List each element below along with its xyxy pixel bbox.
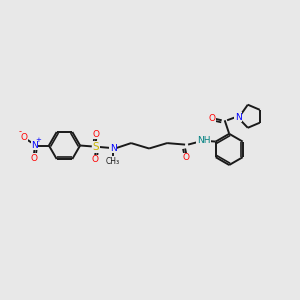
Text: O: O (208, 114, 216, 123)
Text: N: N (235, 113, 242, 122)
Text: O: O (92, 155, 99, 164)
Text: +: + (35, 137, 41, 143)
Text: CH₃: CH₃ (106, 157, 120, 166)
Text: -: - (19, 127, 22, 136)
Text: NH: NH (197, 136, 211, 146)
Text: N: N (110, 144, 116, 153)
Text: O: O (20, 133, 28, 142)
Text: O: O (30, 154, 38, 163)
Text: N: N (31, 141, 38, 150)
Text: S: S (92, 142, 99, 152)
Text: O: O (93, 130, 100, 139)
Text: O: O (183, 153, 190, 162)
